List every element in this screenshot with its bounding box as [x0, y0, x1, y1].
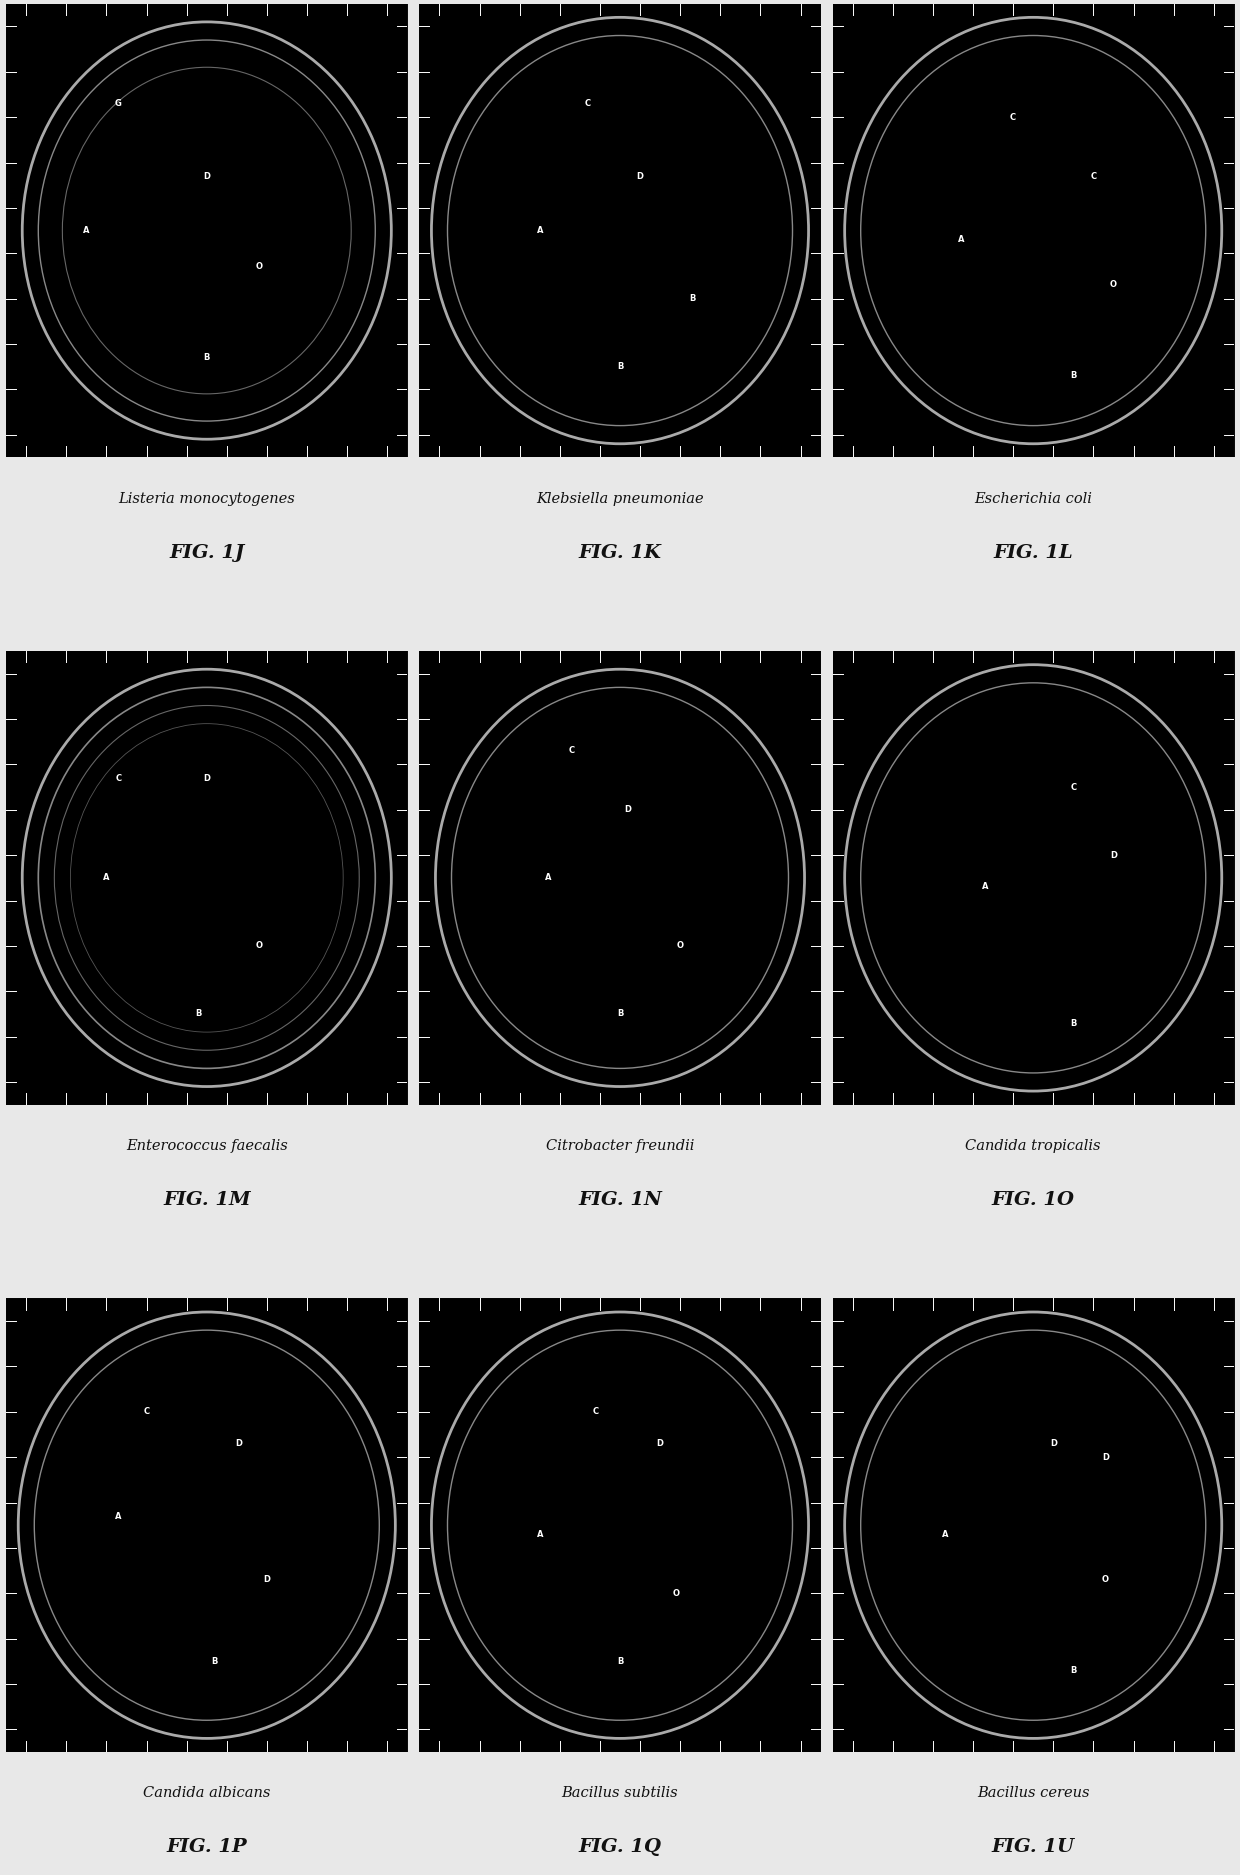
Text: O: O	[1102, 1575, 1109, 1584]
Text: Citrobacter freundii: Citrobacter freundii	[546, 1140, 694, 1153]
Text: Bacillus cereus: Bacillus cereus	[977, 1787, 1090, 1800]
Text: B: B	[1070, 1665, 1076, 1674]
Text: D: D	[203, 172, 211, 180]
Text: A: A	[941, 1530, 949, 1539]
Text: D: D	[203, 774, 211, 782]
Text: B: B	[1070, 371, 1076, 381]
Text: Candida tropicalis: Candida tropicalis	[966, 1140, 1101, 1153]
Text: B: B	[212, 1658, 218, 1665]
Text: C: C	[1090, 172, 1096, 180]
Text: Escherichia coli: Escherichia coli	[975, 491, 1092, 506]
Text: B: B	[689, 294, 696, 304]
Text: A: A	[957, 234, 965, 244]
Text: O: O	[255, 941, 263, 951]
Text: Listeria monocytogenes: Listeria monocytogenes	[118, 491, 295, 506]
PathPatch shape	[832, 1298, 1234, 1751]
Text: FIG. 1U: FIG. 1U	[992, 1839, 1075, 1856]
Text: D: D	[636, 172, 644, 180]
Text: B: B	[203, 352, 210, 362]
Text: D: D	[263, 1575, 270, 1584]
Text: A: A	[115, 1511, 122, 1521]
Text: D: D	[1110, 851, 1117, 861]
Text: Bacillus subtilis: Bacillus subtilis	[562, 1787, 678, 1800]
Text: D: D	[625, 806, 631, 814]
Text: B: B	[616, 1009, 624, 1018]
Text: B: B	[1070, 1018, 1076, 1028]
Text: C: C	[585, 99, 591, 109]
Text: C: C	[1070, 782, 1076, 791]
Text: A: A	[83, 227, 89, 234]
Text: FIG. 1O: FIG. 1O	[992, 1191, 1075, 1209]
Text: FIG. 1P: FIG. 1P	[166, 1839, 247, 1856]
PathPatch shape	[6, 4, 408, 458]
PathPatch shape	[6, 651, 408, 1104]
Text: FIG. 1M: FIG. 1M	[162, 1191, 250, 1209]
PathPatch shape	[6, 1298, 408, 1751]
Text: A: A	[537, 227, 543, 234]
Text: O: O	[255, 262, 263, 272]
Text: FIG. 1K: FIG. 1K	[579, 544, 661, 562]
Text: A: A	[544, 874, 551, 883]
Text: G: G	[115, 99, 122, 109]
Text: O: O	[1110, 281, 1117, 289]
Text: FIG. 1N: FIG. 1N	[578, 1191, 662, 1209]
Text: B: B	[616, 1658, 624, 1665]
Text: C: C	[144, 1408, 150, 1416]
Text: D: D	[1050, 1438, 1056, 1448]
Text: FIG. 1J: FIG. 1J	[169, 544, 244, 562]
Text: C: C	[1011, 112, 1017, 122]
PathPatch shape	[419, 1298, 821, 1751]
PathPatch shape	[419, 4, 821, 458]
Text: O: O	[677, 941, 683, 951]
Text: B: B	[616, 362, 624, 371]
Text: Klebsiella pneumoniae: Klebsiella pneumoniae	[536, 491, 704, 506]
Text: Candida albicans: Candida albicans	[143, 1787, 270, 1800]
Text: A: A	[103, 874, 110, 883]
Text: FIG. 1Q: FIG. 1Q	[579, 1839, 661, 1856]
Text: C: C	[115, 774, 122, 782]
Text: D: D	[1102, 1453, 1109, 1462]
Text: FIG. 1L: FIG. 1L	[993, 544, 1073, 562]
PathPatch shape	[419, 651, 821, 1104]
Text: B: B	[196, 1009, 202, 1018]
Text: A: A	[982, 883, 988, 891]
Text: D: D	[236, 1438, 242, 1448]
Text: C: C	[569, 746, 575, 756]
PathPatch shape	[832, 4, 1234, 458]
Text: A: A	[537, 1530, 543, 1539]
Text: C: C	[593, 1408, 599, 1416]
PathPatch shape	[832, 651, 1234, 1104]
Text: D: D	[657, 1438, 663, 1448]
Text: O: O	[672, 1588, 680, 1598]
Text: Enterococcus faecalis: Enterococcus faecalis	[126, 1140, 288, 1153]
